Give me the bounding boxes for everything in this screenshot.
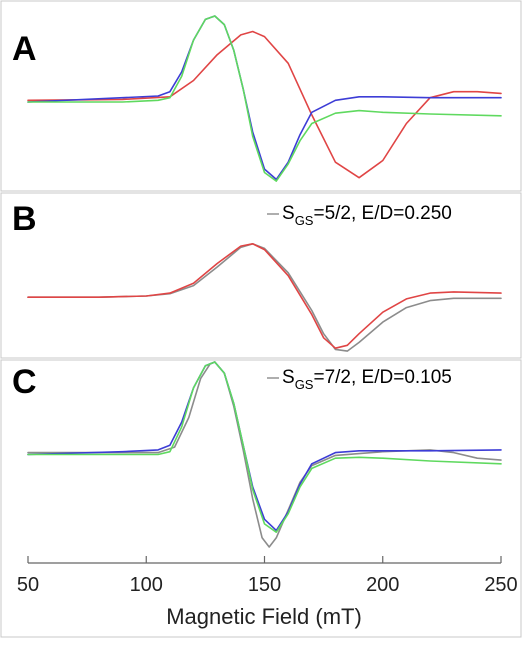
panel-c-frame <box>0 359 522 638</box>
panel-a-frame <box>0 0 522 192</box>
x-tick-label-250: 250 <box>484 574 517 596</box>
panel-b-traces <box>27 243 502 352</box>
panel-b-frame <box>0 192 522 359</box>
x-tick-label-100: 100 <box>130 574 163 596</box>
x-tick-label-50: 50 <box>17 574 39 596</box>
panel-a-letter: A <box>12 30 37 68</box>
panel-a-blue-trace <box>27 15 502 181</box>
panel-a-red-trace <box>27 30 502 179</box>
panel-c-legend: SGS=7/2, E/D=0.105 <box>267 367 452 392</box>
x-tick-label-200: 200 <box>366 574 399 596</box>
panel-b-legend: SGS=5/2, E/D=0.250 <box>267 203 452 228</box>
panel-b-simulation-label: SGS=5/2, E/D=0.250 <box>282 203 452 228</box>
panel-b-gray-trace <box>27 243 502 352</box>
panel-c-letter: C <box>12 363 37 401</box>
panel-c-traces <box>27 361 502 548</box>
x-tick-label-150: 150 <box>248 574 281 596</box>
panel-b-red-trace <box>27 243 502 349</box>
x-axis-ticks: 50 100 150 200 250 <box>17 556 518 596</box>
x-axis-title: Magnetic Field (mT) <box>166 604 362 629</box>
panel-a-green-trace <box>27 15 502 182</box>
panel-c-green-trace <box>27 361 502 533</box>
panel-a-traces <box>27 15 502 182</box>
panel-c-simulation-label: SGS=7/2, E/D=0.105 <box>282 367 452 392</box>
panel-b-letter: B <box>12 200 37 238</box>
